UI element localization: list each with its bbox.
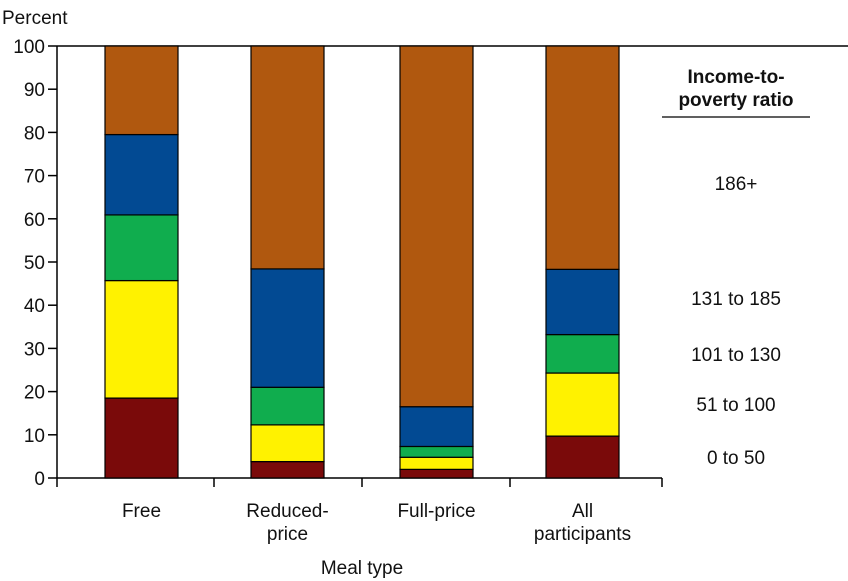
y-tick-label: 10 <box>24 426 45 447</box>
x-axis-title: Meal type <box>321 558 403 579</box>
bar-segment <box>545 333 620 374</box>
y-tick-label: 30 <box>24 339 45 360</box>
bar-segment <box>399 45 474 408</box>
bar-segment <box>399 445 474 458</box>
legend-label: 101 to 130 <box>691 345 781 366</box>
bars <box>104 45 620 479</box>
bar-segment <box>250 45 325 270</box>
x-axis: Free Reduced-price Full-price All participan… <box>56 478 663 545</box>
legend-label: 131 to 185 <box>691 289 781 310</box>
y-tick-label: 20 <box>24 383 45 404</box>
bar-segment <box>250 460 325 479</box>
legend: Income-to-poverty ratio 0 to 50 51 to 100 1… <box>662 67 810 469</box>
x-category-label: Free <box>122 501 161 522</box>
x-category-label: Full-price <box>397 501 475 522</box>
bar-segment <box>399 456 474 470</box>
y-axis-title: Percent <box>2 8 68 29</box>
bar-segment <box>545 372 620 437</box>
bar-segment <box>545 435 620 479</box>
bar-segment <box>104 133 179 216</box>
bar-segment <box>104 279 179 399</box>
x-category-label: All participants <box>534 501 631 545</box>
x-category-label: Reduced-price <box>246 501 328 545</box>
y-tick-label: 40 <box>24 296 45 317</box>
legend-label: 0 to 50 <box>707 448 765 469</box>
legend-label: 51 to 100 <box>696 395 775 416</box>
bar-segment <box>104 45 179 136</box>
bar-segment <box>399 406 474 448</box>
bar-segment <box>545 45 620 270</box>
legend-label: 186+ <box>715 174 758 195</box>
y-tick-label: 0 <box>34 469 45 490</box>
y-tick-label: 90 <box>24 80 45 101</box>
bar-segment <box>250 386 325 426</box>
y-tick-label: 50 <box>24 253 45 274</box>
bar-segment <box>399 468 474 479</box>
legend-title: Income-to-poverty ratio <box>678 67 793 111</box>
bar-segment <box>545 268 620 336</box>
bar-segment <box>250 424 325 463</box>
bar-segment <box>104 214 179 282</box>
y-tick-label: 100 <box>13 37 45 58</box>
y-tick-label: 60 <box>24 210 45 231</box>
bar-segment <box>104 397 179 479</box>
y-tick-label: 80 <box>24 123 45 144</box>
bar-segment <box>250 268 325 388</box>
y-tick-label: 70 <box>24 167 45 188</box>
